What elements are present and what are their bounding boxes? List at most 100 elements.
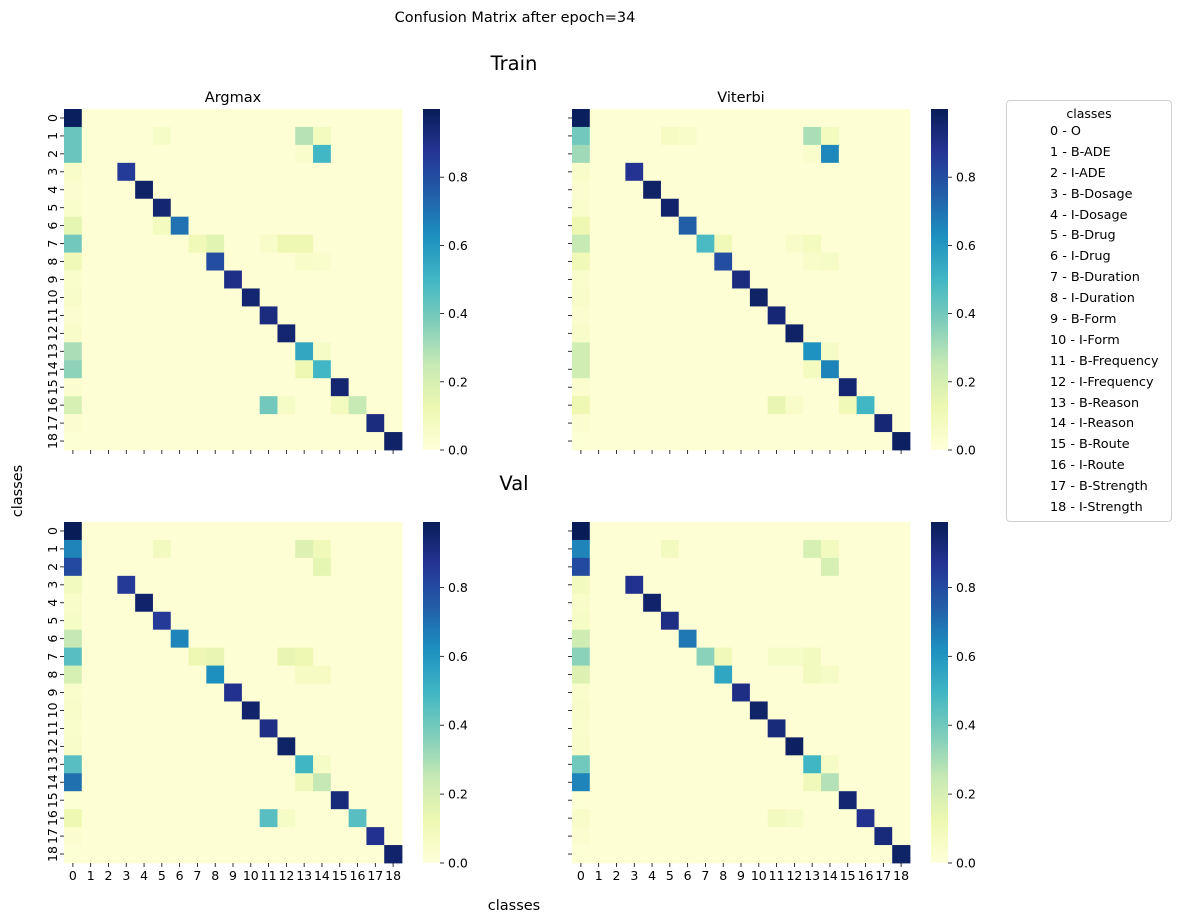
legend-item: 8 - I-Duration bbox=[1050, 291, 1135, 307]
heatmap-cell bbox=[678, 791, 697, 810]
heatmap-cell bbox=[330, 683, 350, 702]
heatmap-cell bbox=[64, 324, 83, 343]
heatmap-cell bbox=[277, 773, 296, 792]
heatmap-cell bbox=[313, 144, 332, 164]
heatmap-cell bbox=[117, 360, 136, 379]
heatmap-cell bbox=[572, 109, 591, 128]
heatmap-cell bbox=[874, 180, 893, 200]
heatmap-cell bbox=[803, 270, 822, 289]
x-tick-label: 14 bbox=[822, 868, 838, 883]
heatmap-cell bbox=[135, 575, 154, 595]
heatmap-cell bbox=[589, 144, 608, 164]
heatmap-cell bbox=[259, 755, 278, 774]
heatmap-cell bbox=[874, 396, 893, 415]
heatmap-cell bbox=[838, 665, 858, 684]
heatmap-cell bbox=[572, 432, 591, 451]
heatmap-cell bbox=[892, 288, 911, 307]
colorbar-tick-label: 0.6 bbox=[448, 238, 468, 253]
heatmap-cell bbox=[170, 162, 189, 182]
heatmap-cell bbox=[64, 611, 83, 631]
colorbar bbox=[423, 109, 440, 450]
x-tick-label: 10 bbox=[751, 868, 767, 883]
heatmap-cell bbox=[384, 288, 403, 307]
heatmap-cell bbox=[803, 683, 822, 702]
heatmap-cell bbox=[330, 665, 350, 684]
heatmap-cell bbox=[348, 845, 367, 864]
heatmap-cell bbox=[625, 216, 644, 236]
heatmap-cell bbox=[856, 683, 875, 702]
heatmap-cell bbox=[838, 432, 858, 451]
heatmap-cell bbox=[714, 252, 733, 271]
heatmap-cell bbox=[277, 288, 296, 307]
heatmap-cell bbox=[821, 288, 840, 307]
heatmap-cell bbox=[607, 719, 626, 738]
y-tick-label: 16 bbox=[45, 397, 60, 413]
heatmap-cell bbox=[81, 791, 100, 810]
heatmap-cell bbox=[348, 342, 367, 361]
heatmap-cell bbox=[572, 593, 591, 613]
heatmap-cell bbox=[81, 701, 100, 720]
heatmap-cell bbox=[589, 198, 608, 218]
heatmap-cell bbox=[224, 360, 243, 379]
heatmap-cell bbox=[313, 773, 332, 792]
figure-xlabel: classes bbox=[488, 898, 540, 914]
heatmap-cell bbox=[589, 360, 608, 379]
heatmap-cell bbox=[874, 575, 893, 595]
heatmap-cell bbox=[188, 755, 207, 774]
heatmap-cell bbox=[643, 683, 662, 702]
heatmap-cell bbox=[625, 414, 644, 433]
heatmap-cell bbox=[732, 342, 751, 361]
heatmap-cell bbox=[152, 234, 172, 253]
heatmap-cell bbox=[152, 324, 172, 343]
heatmap-cell bbox=[224, 378, 243, 397]
heatmap-cell bbox=[224, 126, 243, 146]
colorbar-tick-label: 0.0 bbox=[448, 443, 468, 458]
heatmap-cell bbox=[64, 539, 83, 559]
heatmap-cell bbox=[607, 378, 626, 397]
heatmap-cell bbox=[607, 396, 626, 415]
heatmap-cell bbox=[803, 342, 822, 361]
heatmap-cell bbox=[607, 629, 626, 649]
heatmap-cell bbox=[295, 719, 314, 738]
x-tick-label: 2 bbox=[613, 868, 621, 883]
heatmap-cell bbox=[117, 683, 136, 702]
heatmap-cell bbox=[874, 522, 893, 541]
heatmap-cell bbox=[99, 109, 118, 128]
heatmap-cell bbox=[589, 306, 608, 325]
heatmap-cell bbox=[81, 557, 100, 577]
heatmap-cell bbox=[81, 342, 100, 361]
heatmap-cell bbox=[313, 791, 332, 810]
heatmap-cell bbox=[259, 144, 278, 164]
heatmap-cell bbox=[643, 126, 662, 146]
heatmap-cell bbox=[188, 665, 207, 684]
heatmap-cell bbox=[170, 126, 189, 146]
heatmap-cell bbox=[330, 611, 350, 631]
heatmap-cell bbox=[99, 234, 118, 253]
heatmap-cell bbox=[607, 522, 626, 541]
heatmap-cell bbox=[767, 378, 786, 397]
heatmap-cell bbox=[874, 557, 893, 577]
heatmap-cell bbox=[366, 342, 385, 361]
heatmap-cell bbox=[99, 827, 118, 846]
heatmap-cell bbox=[678, 719, 697, 738]
heatmap-cell bbox=[767, 432, 786, 451]
heatmap-cell bbox=[678, 216, 697, 236]
x-tick-label: 12 bbox=[278, 868, 294, 883]
heatmap-cell bbox=[224, 809, 243, 828]
heatmap-cell bbox=[874, 737, 893, 756]
heatmap-cell bbox=[678, 414, 697, 433]
heatmap-cell bbox=[625, 719, 644, 738]
heatmap-cell bbox=[572, 288, 591, 307]
heatmap-cell bbox=[838, 252, 858, 271]
heatmap-cell bbox=[206, 575, 225, 595]
heatmap-cell bbox=[874, 324, 893, 343]
heatmap-cell bbox=[572, 144, 591, 164]
heatmap-cell bbox=[295, 270, 314, 289]
heatmap-cell bbox=[732, 252, 751, 271]
heatmap-cell bbox=[643, 557, 662, 577]
legend-title: classes bbox=[1066, 106, 1112, 121]
y-tick-label: 5 bbox=[45, 617, 60, 625]
colorbar-tick-label: 0.4 bbox=[956, 718, 976, 733]
heatmap-cell bbox=[660, 109, 680, 128]
heatmap-cell bbox=[277, 575, 296, 595]
